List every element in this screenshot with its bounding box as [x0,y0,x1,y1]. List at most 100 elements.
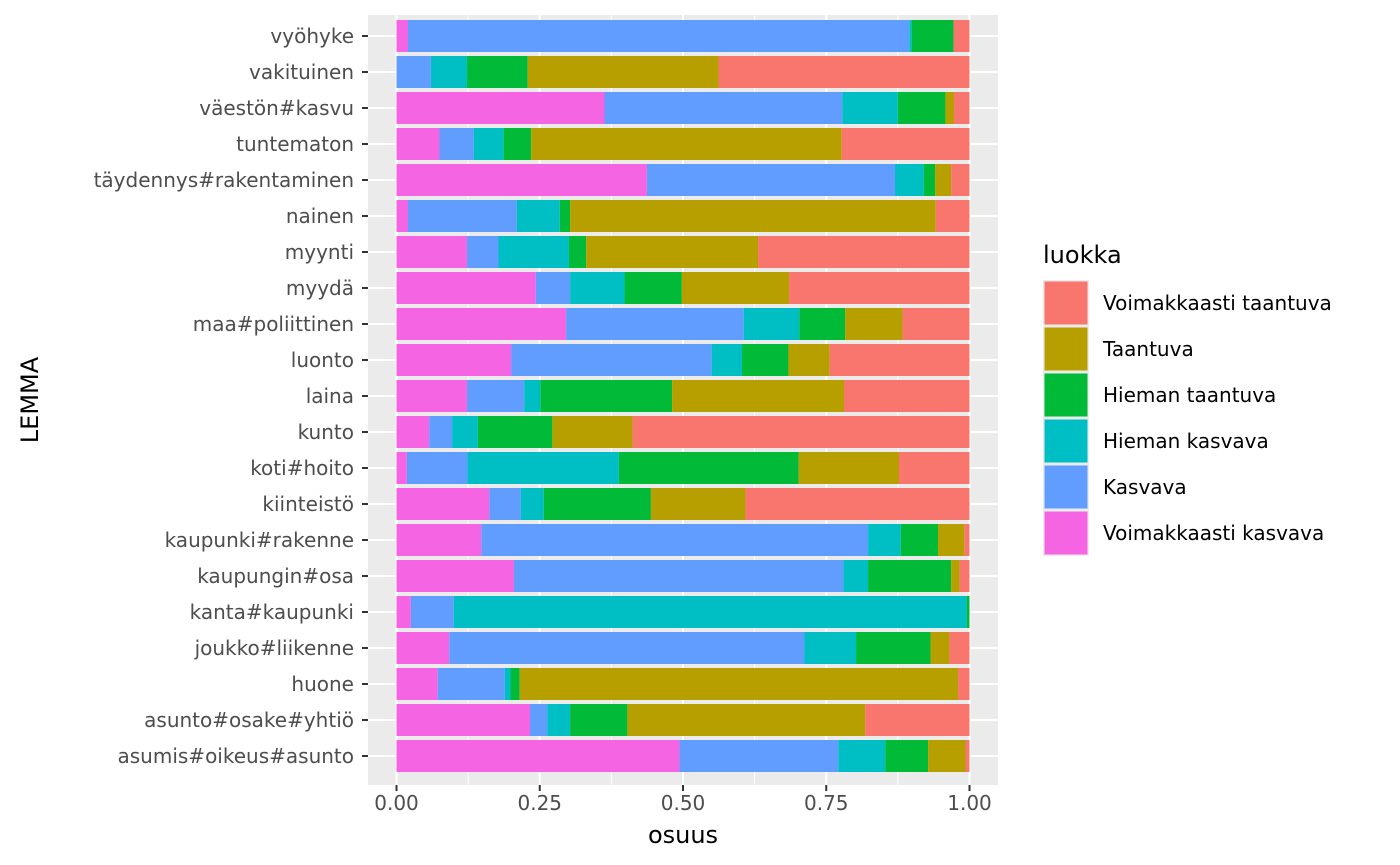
x-tick-label: 0.75 [804,791,849,815]
bar-segment [396,668,438,700]
bar-segment [449,632,805,664]
bar-segment [885,740,929,772]
bar-segment [489,488,521,520]
legend: luokka Voimakkaasti taantuva Taantuva Hiem… [1043,241,1332,556]
bar-segment [516,200,560,232]
bar-segment [604,92,843,124]
bar-segment [481,524,869,556]
bar-segment [627,704,866,736]
bar-segment [396,92,605,124]
bar-segment [966,596,970,628]
bar-segment [646,164,896,196]
bar-segment [865,704,970,736]
bar-segment [396,488,490,520]
bar-segment [964,524,970,556]
bar-segment [504,668,511,700]
legend-label: Hieman taantuva [1103,383,1276,407]
bar-segment [559,200,571,232]
bar-segment [681,272,790,304]
bar-segment [510,668,520,700]
bar-segment [804,632,857,664]
bar-segment [958,668,970,700]
y-tick-label: kaupunki#rakenne [165,528,354,552]
bar-segment [466,236,499,268]
y-axis-title: LEMMA [16,356,44,443]
bar-segment [439,128,474,160]
bar-segment [895,164,924,196]
bar-segment [396,128,440,160]
bars [396,20,970,772]
y-tick-label: kaupungin#osa [197,564,354,588]
bar-segment [945,92,955,124]
legend-title: luokka [1043,241,1122,269]
y-tick-label: joukko#liikenne [194,636,354,660]
bar-segment [543,488,651,520]
bar-segment [742,344,789,376]
bar-segment [758,236,970,268]
y-tick-label: myynti [285,240,354,264]
x-tick-label: 0.50 [661,791,706,815]
bar-segment [410,596,454,628]
bar-segment [868,524,901,556]
bar-segment [841,128,970,160]
bar-segment [453,596,967,628]
legend-swatch [1044,419,1088,463]
bar-segment [498,236,569,268]
bar-segment [430,56,467,88]
bar-segment [566,308,744,340]
bar-segment [951,164,970,196]
bar-segment [396,380,467,412]
y-tick-label: asumis#oikeus#asunto [118,744,355,768]
bar-segment [959,560,970,592]
bar-segment [624,272,682,304]
y-tick-label: täydennys#rakentaminen [94,168,354,192]
bar-segment [452,416,478,448]
legend-swatch [1044,511,1088,555]
bar-segment [437,668,505,700]
bar-segment [843,560,869,592]
bar-segment [396,704,531,736]
bar-segment [396,452,407,484]
bar-segment [396,308,567,340]
y-tick-label: kanta#kaupunki [190,600,354,624]
bar-segment [511,344,712,376]
bar-segment [632,416,970,448]
bar-segment [540,380,673,412]
bar-segment [547,704,571,736]
y-tick-labels: vyöhyke vakituinen väestön#kasvu tuntematon… [94,24,368,768]
bar-segment [570,200,936,232]
bar-segment [477,416,553,448]
y-tick-label: tuntematon [236,132,354,156]
bar-segment [520,488,544,520]
bar-segment [900,524,938,556]
bar-segment [407,20,910,52]
bar-segment [951,560,960,592]
bar-segment [396,416,430,448]
bar-segment [650,488,746,520]
y-tick-label: luonto [291,348,354,372]
x-tick-label: 0.25 [517,791,562,815]
bar-segment [842,92,898,124]
bar-segment [845,308,903,340]
legend-swatch [1044,373,1088,417]
bar-segment [679,740,839,772]
bar-segment [930,632,950,664]
bar-segment [527,56,719,88]
bar-segment [467,452,619,484]
bar-segment [570,704,628,736]
legend-swatch [1044,281,1088,325]
bar-segment [923,164,936,196]
bar-segment [856,632,931,664]
y-tick-label: laina [306,384,354,408]
bar-segment [396,524,482,556]
bar-segment [473,128,504,160]
bar-segment [466,56,528,88]
bar-segment [897,92,946,124]
legend-label: Voimakkaasti kasvava [1103,521,1324,545]
bar-segment [745,488,970,520]
y-tick-label: myydä [286,276,354,300]
legend-label: Voimakkaasti taantuva [1103,291,1332,315]
bar-segment [396,344,512,376]
bar-segment [396,56,431,88]
